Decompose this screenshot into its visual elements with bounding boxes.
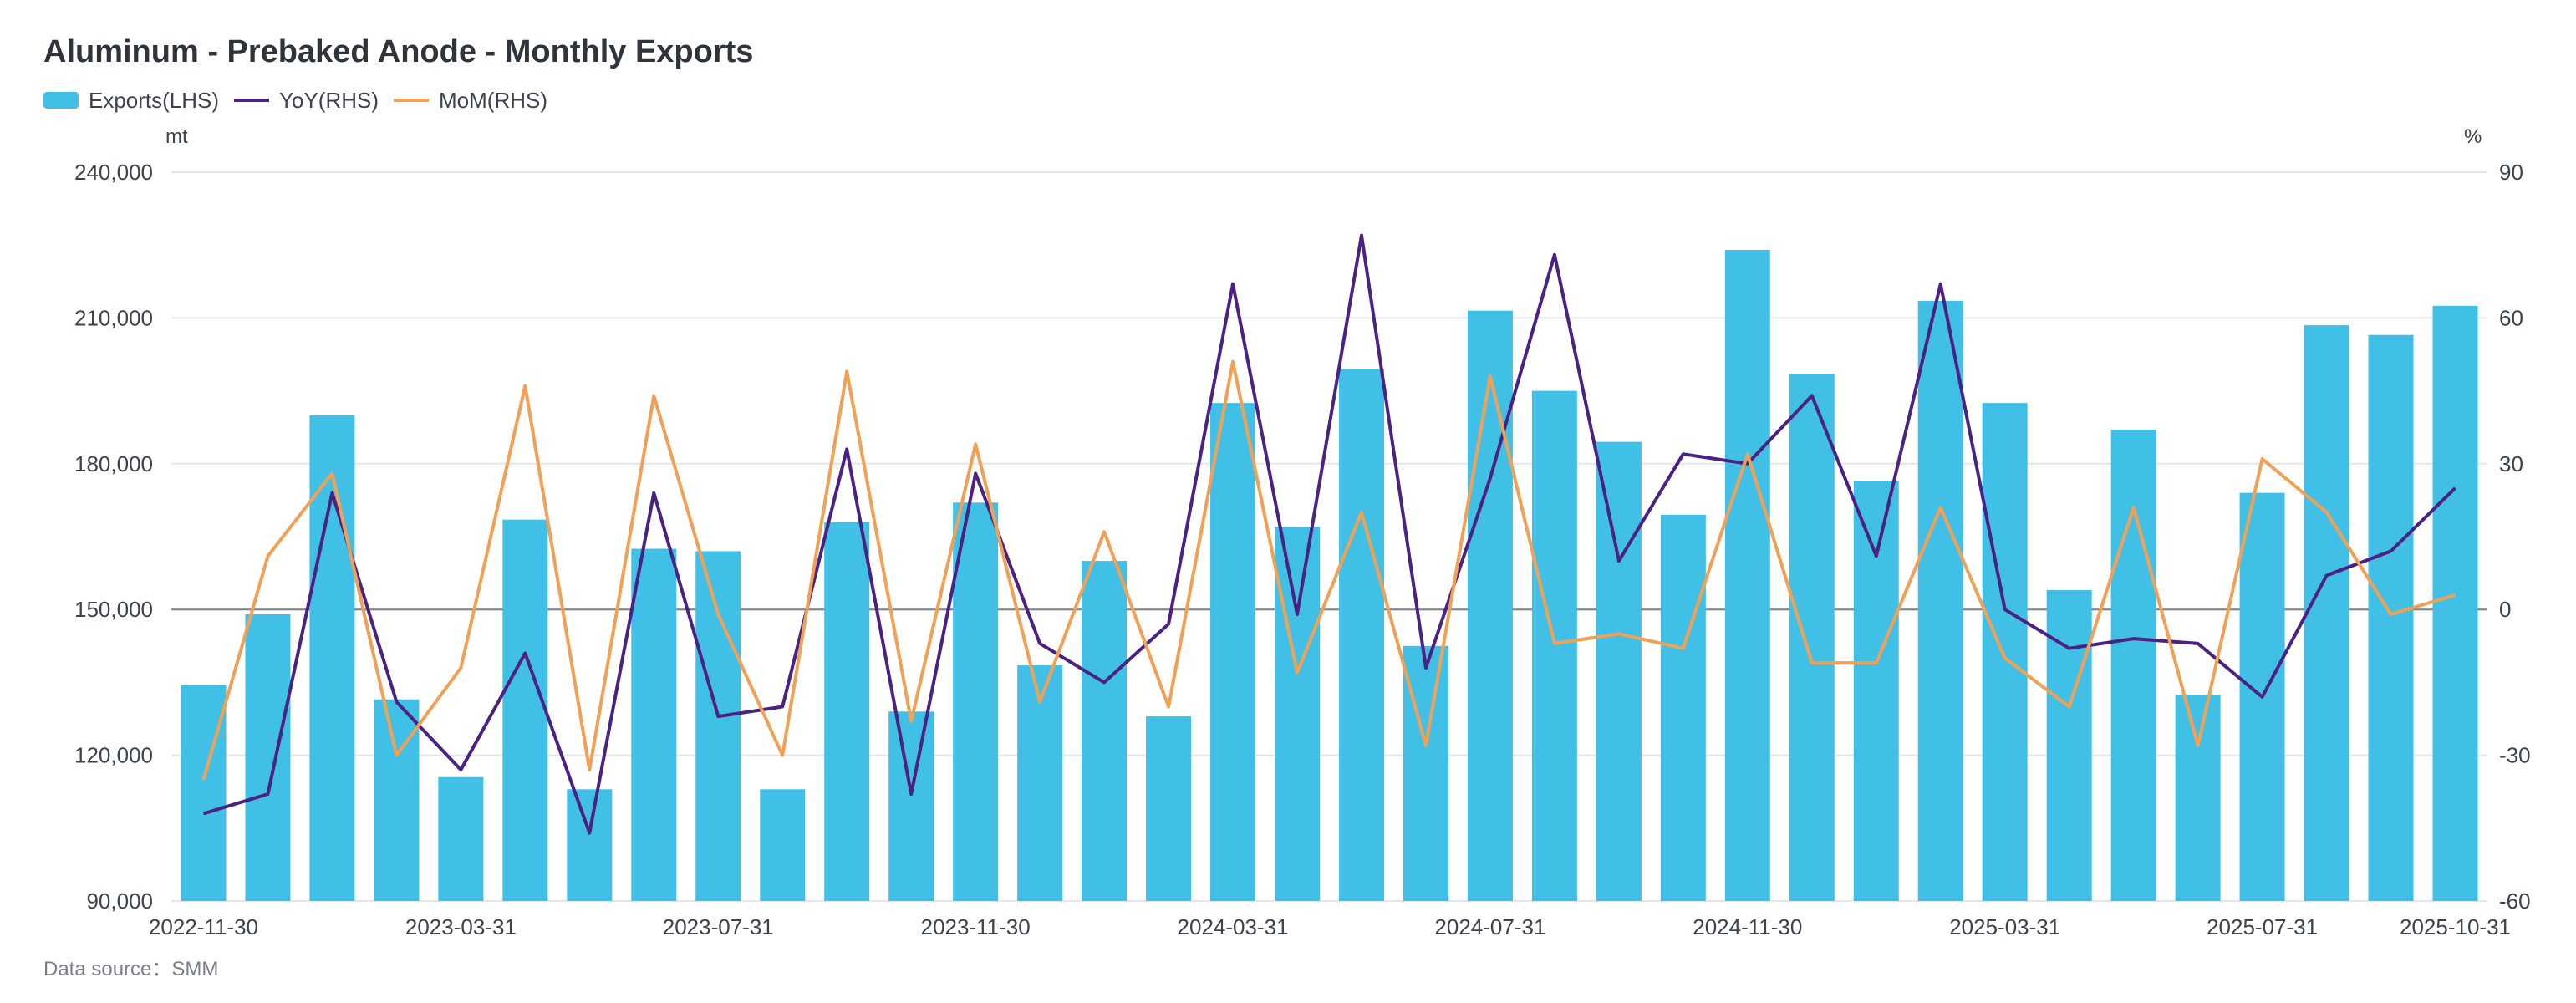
legend-label: Exports(LHS) [89,88,219,113]
legend: Exports(LHS) YoY(RHS) MoM(RHS) [43,88,547,113]
export-bar [2432,305,2478,901]
x-tick-label: 2023-03-31 [405,914,517,939]
left-axis-unit: mt [165,125,188,148]
export-bar [1146,716,1192,901]
right-tick-label: 0 [2499,597,2511,622]
x-axis: 2022-11-30 2023-03-31 2023-07-31 2023-11-30… [149,914,2511,939]
chart-title: Aluminum - Prebaked Anode - Monthly Expo… [43,34,753,69]
export-bar [1275,527,1321,901]
right-tick-label: -30 [2499,743,2531,768]
x-tick-label: 2024-07-31 [1434,914,1545,939]
right-tick-label: 30 [2499,451,2523,476]
x-tick-label: 2023-11-30 [921,914,1031,939]
x-tick-label: 2023-07-31 [663,914,774,939]
export-bar [1917,301,1963,901]
x-tick-label: 2022-11-30 [149,914,258,939]
export-bar [1789,374,1835,902]
left-tick-label: 210,000 [74,305,153,330]
export-bar [1596,441,1642,901]
x-tick-label: 2025-03-31 [1949,914,2060,939]
bar-series [181,250,2478,902]
export-bar [1853,481,1899,901]
export-bar [1531,390,1577,902]
yoy-line [202,233,2456,835]
export-bar [760,789,806,901]
export-bar [953,502,999,901]
export-bar [1082,561,1128,901]
legend-label: MoM(RHS) [439,88,547,113]
x-tick-label: 2024-11-30 [1693,914,1802,939]
x-tick-label: 2025-07-31 [2207,914,2318,939]
export-bar [824,522,870,901]
left-y-axis: 240,000 210,000 180,000 150,000 120,000 90,00… [74,160,153,914]
export-bar [2175,694,2221,901]
export-bar [309,415,355,902]
legend-item[interactable]: Exports(LHS) [43,88,219,113]
export-bar [695,551,741,901]
export-bar [1210,403,1256,902]
export-bar [2046,589,2092,901]
export-bar [502,519,548,901]
export-bar [1982,403,2028,902]
legend-swatch-bar [43,92,79,109]
x-tick-label: 2025-10-31 [2400,914,2511,939]
legend-label: YoY(RHS) [279,88,379,113]
left-tick-label: 180,000 [74,451,153,476]
export-bar [374,699,420,901]
export-bar [1467,310,1513,901]
export-bar [181,685,227,901]
x-tick-label: 2024-03-31 [1178,914,1289,939]
export-bar [1724,250,1770,902]
export-bar [245,614,291,901]
data-source: Data source：SMM [43,958,218,980]
export-bar [1338,369,1384,901]
right-tick-label: 60 [2499,305,2523,330]
mom-line [201,359,2456,781]
export-bar [1660,514,1706,901]
export-bar [2304,325,2349,901]
left-tick-label: 90,000 [86,888,153,914]
export-bar [567,789,613,901]
export-bar [2110,430,2156,901]
left-tick-label: 150,000 [74,597,153,622]
left-tick-label: 120,000 [74,743,153,768]
export-bar [1017,665,1063,901]
legend-item[interactable]: YoY(RHS) [234,88,379,113]
left-tick-label: 240,000 [74,160,153,185]
export-bar [888,711,934,901]
right-axis-unit: % [2464,125,2482,148]
export-bar [438,776,484,901]
legend-item[interactable]: MoM(RHS) [394,88,547,113]
export-bar [2368,334,2414,901]
export-bar [631,548,677,901]
right-tick-label: -60 [2499,888,2531,914]
right-y-axis: 90 60 30 0 -30 -60 [2499,160,2531,914]
right-tick-label: 90 [2499,160,2523,185]
line-series [201,233,2456,835]
